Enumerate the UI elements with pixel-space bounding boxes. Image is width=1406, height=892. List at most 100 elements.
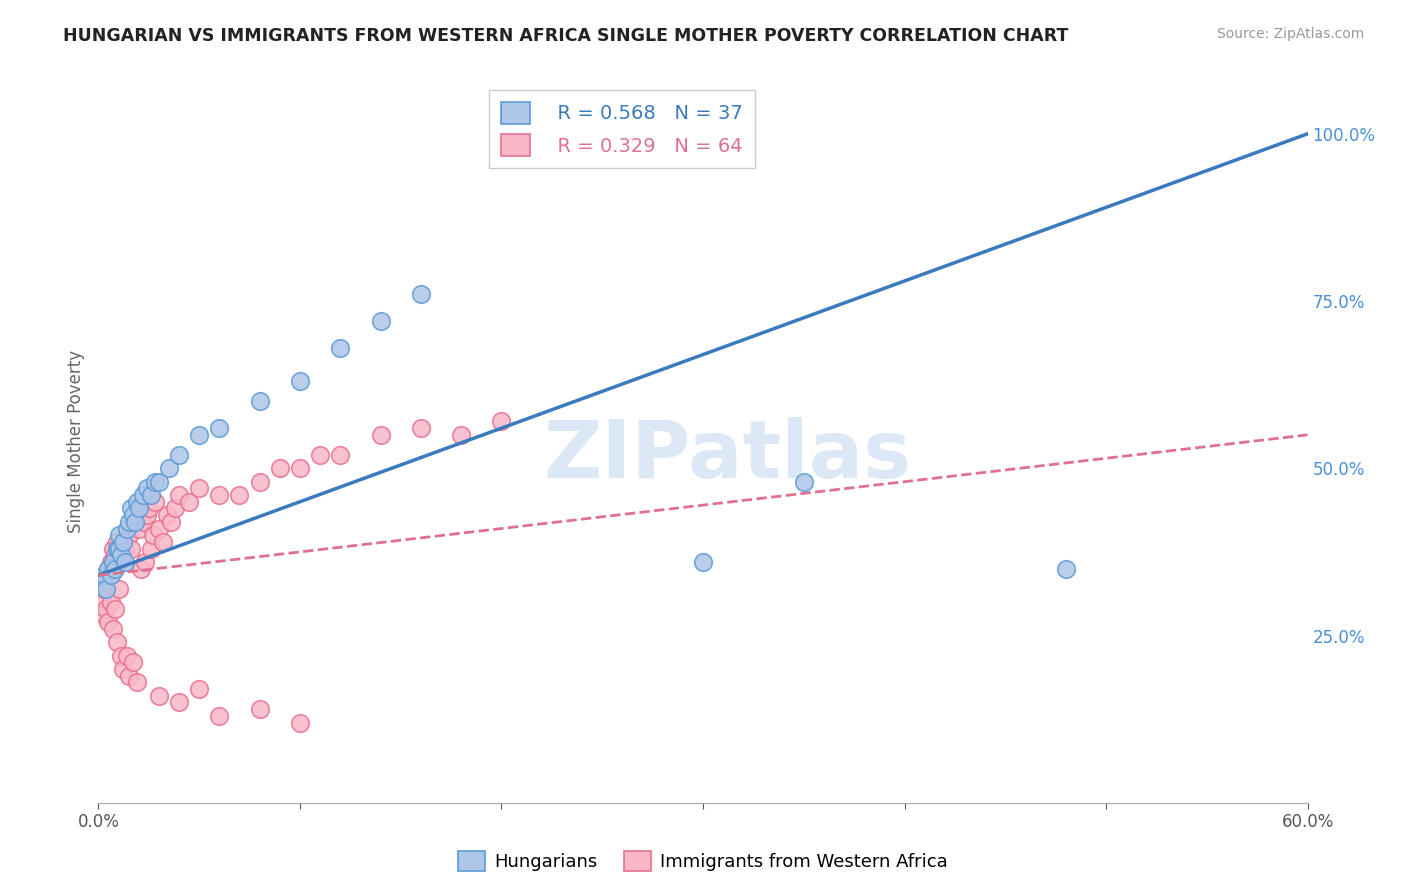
Point <box>101 555 124 569</box>
Point <box>111 548 134 563</box>
Point <box>96 602 118 616</box>
Point <box>208 708 231 723</box>
Point <box>128 501 150 516</box>
Point <box>125 675 148 690</box>
Point <box>208 421 231 435</box>
Point <box>103 602 125 616</box>
Point <box>118 515 141 529</box>
Point <box>100 568 122 582</box>
Point <box>160 515 183 529</box>
Point <box>329 448 352 462</box>
Point <box>97 615 120 630</box>
Point <box>121 655 143 669</box>
Point <box>409 287 432 301</box>
Point <box>329 341 352 355</box>
Text: Source: ZipAtlas.com: Source: ZipAtlas.com <box>1216 27 1364 41</box>
Point <box>134 555 156 569</box>
Point <box>129 562 152 576</box>
Legend:   R = 0.568   N = 37,   R = 0.329   N = 64: R = 0.568 N = 37, R = 0.329 N = 64 <box>489 90 755 168</box>
Point <box>101 541 124 556</box>
Point <box>188 681 211 696</box>
Point <box>148 689 170 703</box>
Text: HUNGARIAN VS IMMIGRANTS FROM WESTERN AFRICA SINGLE MOTHER POVERTY CORRELATION CH: HUNGARIAN VS IMMIGRANTS FROM WESTERN AFR… <box>63 27 1069 45</box>
Point <box>107 555 129 569</box>
Point <box>157 461 180 475</box>
Point <box>96 568 118 582</box>
Point <box>148 475 170 489</box>
Point <box>111 662 134 676</box>
Y-axis label: Single Mother Poverty: Single Mother Poverty <box>66 350 84 533</box>
Point <box>179 494 201 508</box>
Point <box>450 427 472 442</box>
Point <box>96 582 118 596</box>
Point <box>93 582 115 596</box>
Point <box>103 562 125 576</box>
Point <box>228 488 250 502</box>
Point <box>152 534 174 549</box>
Point <box>138 501 160 516</box>
Point <box>105 635 128 649</box>
Point <box>125 494 148 508</box>
Point <box>114 541 136 556</box>
Point <box>135 508 157 523</box>
Point <box>93 568 115 582</box>
Point <box>793 475 815 489</box>
Point <box>156 508 179 523</box>
Point <box>114 555 136 569</box>
Point <box>135 482 157 496</box>
Point <box>188 427 211 442</box>
Point <box>97 562 120 576</box>
Point <box>148 521 170 535</box>
Point <box>143 475 166 489</box>
Point <box>120 501 142 516</box>
Point <box>91 595 114 609</box>
Point <box>110 541 132 556</box>
Point <box>105 541 128 556</box>
Point <box>111 534 134 549</box>
Point <box>103 548 125 563</box>
Point <box>115 521 138 535</box>
Point <box>93 608 115 623</box>
Point <box>139 488 162 502</box>
Point <box>100 555 122 569</box>
Point <box>163 501 186 516</box>
Point <box>97 562 120 576</box>
Point <box>107 582 129 596</box>
Point <box>100 595 122 609</box>
Point <box>110 648 132 663</box>
Text: ZIPatlas: ZIPatlas <box>543 417 911 495</box>
Point <box>269 461 291 475</box>
Point <box>167 488 190 502</box>
Point <box>107 541 129 556</box>
Point <box>370 427 392 442</box>
Point <box>143 494 166 508</box>
Point <box>370 314 392 328</box>
Point <box>142 528 165 542</box>
Point <box>91 575 114 590</box>
Point <box>118 669 141 683</box>
Point <box>101 622 124 636</box>
Legend: Hungarians, Immigrants from Western Africa: Hungarians, Immigrants from Western Afri… <box>451 844 955 879</box>
Point <box>288 375 311 389</box>
Point <box>132 488 155 502</box>
Point <box>139 541 162 556</box>
Point <box>115 648 138 663</box>
Point <box>491 414 513 429</box>
Point <box>208 488 231 502</box>
Point <box>288 715 311 730</box>
Point <box>288 461 311 475</box>
Point <box>167 696 190 710</box>
Point <box>309 448 332 462</box>
Point <box>1054 562 1077 576</box>
Point <box>105 534 128 549</box>
Point <box>107 528 129 542</box>
Point <box>692 555 714 569</box>
Point <box>188 482 211 496</box>
Point <box>120 541 142 556</box>
Point <box>249 702 271 716</box>
Point <box>124 515 146 529</box>
Point <box>132 515 155 529</box>
Point <box>110 548 132 563</box>
Point <box>409 421 432 435</box>
Point <box>128 521 150 535</box>
